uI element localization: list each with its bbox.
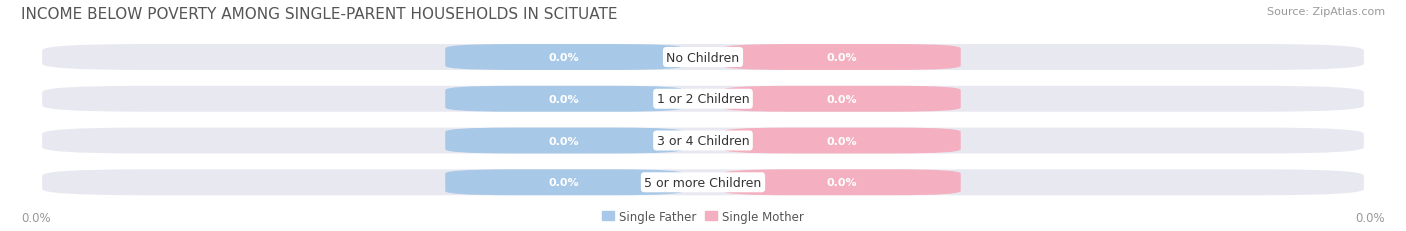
FancyBboxPatch shape xyxy=(446,86,683,112)
FancyBboxPatch shape xyxy=(42,86,1364,112)
Text: 0.0%: 0.0% xyxy=(827,94,858,104)
Text: 1 or 2 Children: 1 or 2 Children xyxy=(657,93,749,106)
FancyBboxPatch shape xyxy=(42,45,1364,71)
FancyBboxPatch shape xyxy=(446,128,683,154)
Text: 0.0%: 0.0% xyxy=(827,136,858,146)
Text: 0.0%: 0.0% xyxy=(827,177,858,188)
Text: 3 or 4 Children: 3 or 4 Children xyxy=(657,134,749,147)
Text: 0.0%: 0.0% xyxy=(21,211,51,224)
FancyBboxPatch shape xyxy=(723,170,960,195)
FancyBboxPatch shape xyxy=(446,45,683,71)
Text: 0.0%: 0.0% xyxy=(548,136,579,146)
FancyBboxPatch shape xyxy=(723,45,960,71)
Text: 5 or more Children: 5 or more Children xyxy=(644,176,762,189)
FancyBboxPatch shape xyxy=(723,128,960,154)
FancyBboxPatch shape xyxy=(723,86,960,112)
Text: Source: ZipAtlas.com: Source: ZipAtlas.com xyxy=(1267,7,1385,17)
FancyBboxPatch shape xyxy=(446,170,683,195)
Text: No Children: No Children xyxy=(666,51,740,64)
Text: 0.0%: 0.0% xyxy=(548,177,579,188)
Legend: Single Father, Single Mother: Single Father, Single Mother xyxy=(600,207,806,225)
FancyBboxPatch shape xyxy=(42,170,1364,195)
Text: 0.0%: 0.0% xyxy=(827,53,858,63)
Text: 0.0%: 0.0% xyxy=(548,53,579,63)
Text: INCOME BELOW POVERTY AMONG SINGLE-PARENT HOUSEHOLDS IN SCITUATE: INCOME BELOW POVERTY AMONG SINGLE-PARENT… xyxy=(21,7,617,22)
Text: 0.0%: 0.0% xyxy=(1355,211,1385,224)
Text: 0.0%: 0.0% xyxy=(548,94,579,104)
FancyBboxPatch shape xyxy=(42,128,1364,154)
